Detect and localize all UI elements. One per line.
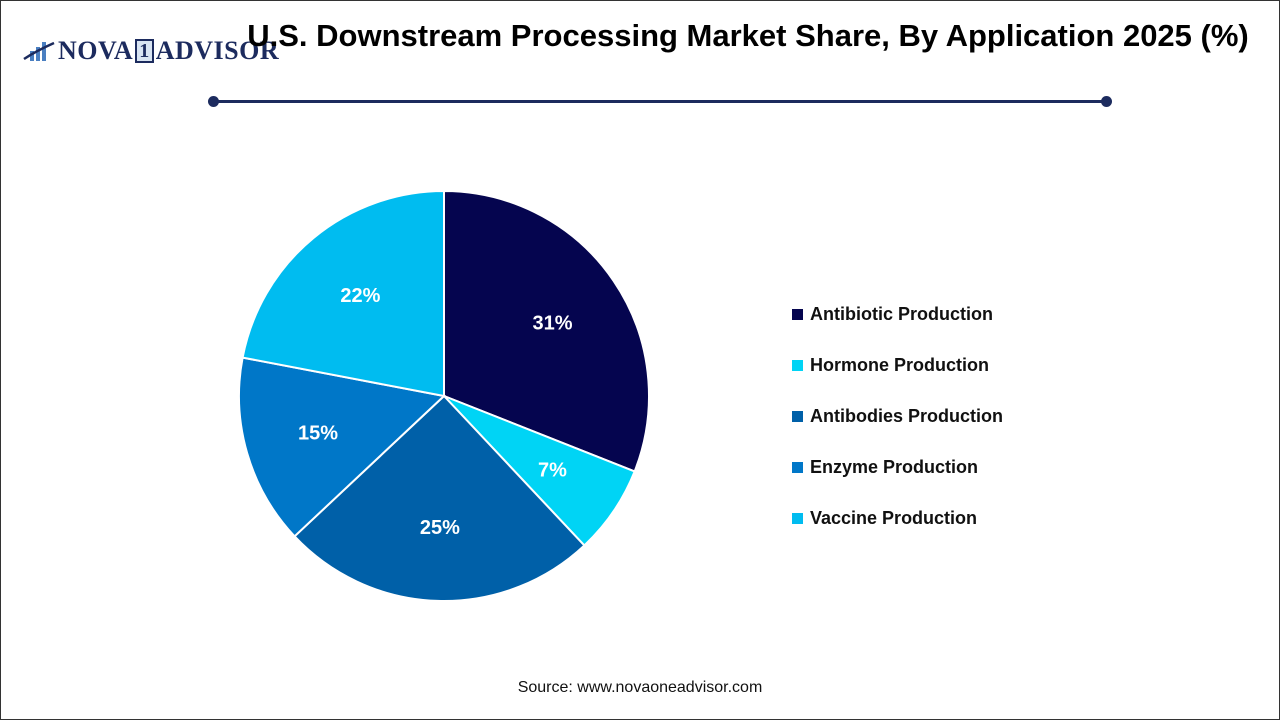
legend-item: Antibiotic Production [792, 289, 1003, 340]
logo: NOVA 1 ADVISOR [22, 36, 279, 66]
legend: Antibiotic Production Hormone Production A… [792, 289, 1003, 544]
logo-text-one: 1 [135, 39, 154, 63]
legend-item: Enzyme Production [792, 442, 1003, 493]
legend-label: Hormone Production [810, 355, 989, 375]
logo-text-nova: NOVA [58, 36, 134, 65]
pie-slice-antibiotic-production [443, 189, 650, 473]
legend-item: Vaccine Production [792, 493, 1003, 544]
legend-swatch [792, 411, 803, 422]
divider-dot-right [1101, 96, 1112, 107]
legend-label: Vaccine Production [810, 508, 978, 528]
legend-swatch [792, 309, 803, 320]
source-note: Source: www.novaoneadvisor.com [517, 679, 763, 696]
pie-slice-enzyme-production [238, 356, 447, 538]
legend-label: Antibodies Production [810, 406, 1003, 426]
divider-dot-left [208, 96, 219, 107]
legend-label: Antibiotic Production [810, 304, 993, 324]
title-divider [213, 100, 1106, 103]
bar-chart-logo-icon [23, 41, 55, 61]
chart-title: U.S. Downstream Processing Market Share,… [247, 18, 1249, 53]
logo-text-advisor: ADVISOR [155, 36, 280, 65]
data-label: 15% [298, 423, 338, 445]
legend-item: Hormone Production [792, 340, 1003, 391]
legend-swatch [792, 513, 803, 524]
data-label: 31% [532, 312, 572, 334]
legend-swatch [792, 462, 803, 473]
data-label: 7% [538, 460, 567, 482]
data-label: 22% [340, 285, 380, 307]
legend-label: Enzyme Production [810, 457, 979, 477]
legend-item: Antibodies Production [792, 391, 1003, 442]
data-label: 25% [420, 517, 460, 539]
legend-swatch [792, 360, 803, 371]
pie-slice-antibodies-production [293, 394, 586, 602]
pie-slice-vaccine-production [241, 189, 445, 398]
